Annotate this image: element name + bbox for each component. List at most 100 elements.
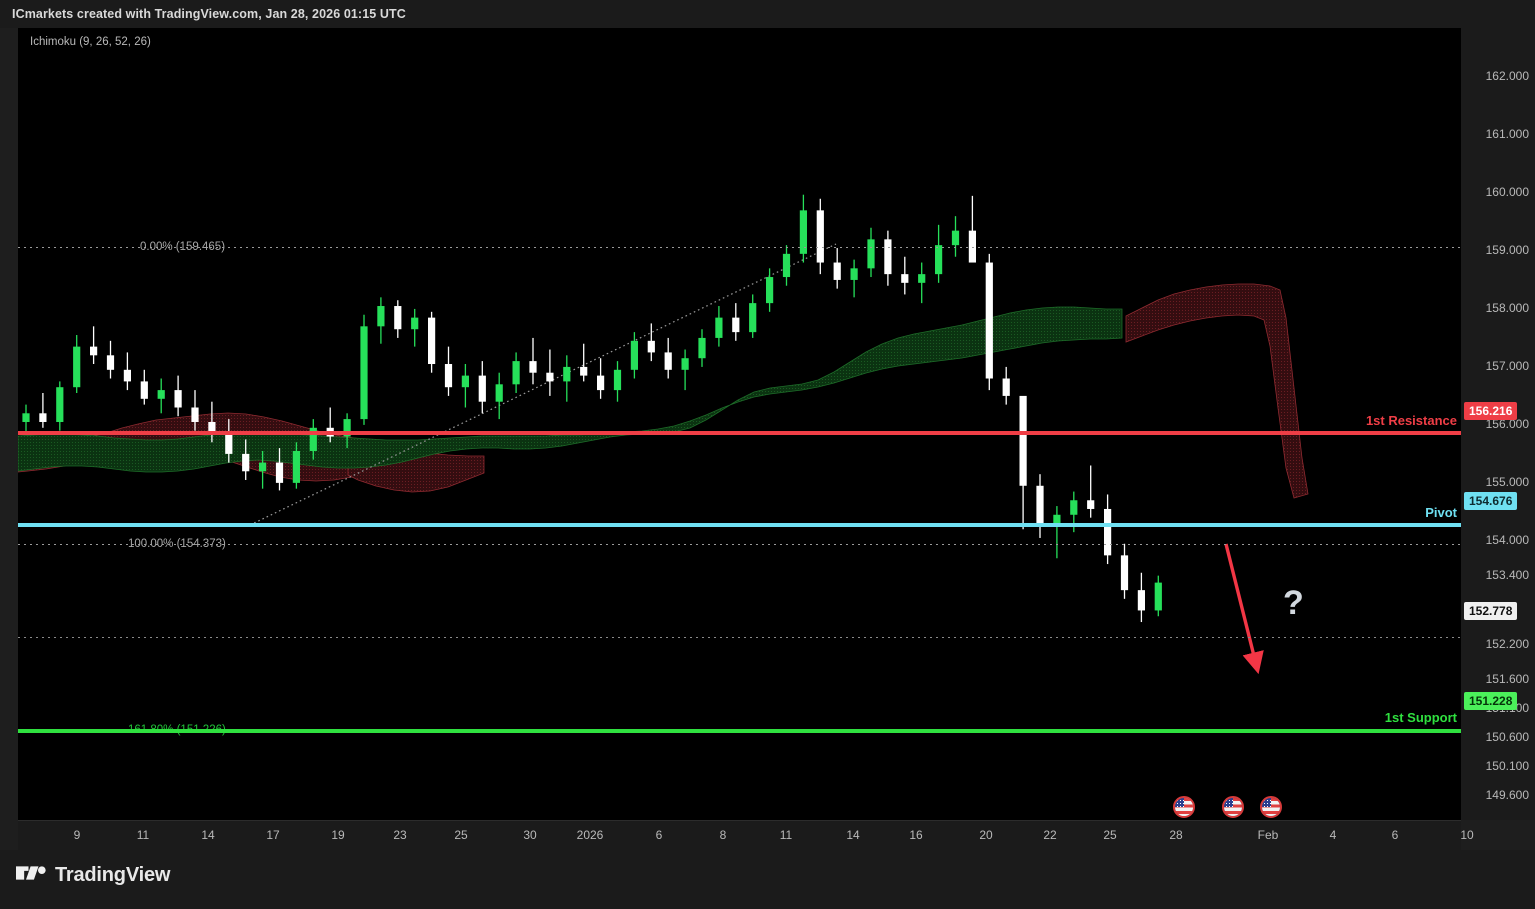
price-tick: 160.000 bbox=[1485, 184, 1529, 199]
candle-body[interactable] bbox=[377, 306, 385, 327]
candle-body[interactable] bbox=[546, 372, 554, 382]
candle-body[interactable] bbox=[140, 381, 148, 399]
tradingview-brand[interactable]: TradingView bbox=[16, 864, 170, 887]
candle-body[interactable] bbox=[884, 239, 892, 275]
candle-body[interactable] bbox=[985, 262, 993, 379]
candle-body[interactable] bbox=[597, 375, 605, 391]
candle-body[interactable] bbox=[495, 384, 503, 402]
candle-body[interactable] bbox=[1053, 514, 1061, 527]
candle-body[interactable] bbox=[867, 239, 875, 269]
candle-body[interactable] bbox=[1019, 395, 1027, 486]
candle-body[interactable] bbox=[309, 427, 317, 451]
candle-body[interactable] bbox=[1070, 500, 1078, 515]
time-tick: 6 bbox=[1391, 828, 1399, 842]
candle-body[interactable] bbox=[1087, 500, 1095, 509]
candle-body[interactable] bbox=[292, 450, 300, 483]
tradingview-wordmark: TradingView bbox=[55, 864, 171, 886]
down-arrow-annotation[interactable] bbox=[1224, 543, 1264, 675]
time-tick: 4 bbox=[1329, 828, 1337, 842]
fib-line-100 bbox=[18, 544, 1461, 545]
candle-body[interactable] bbox=[174, 390, 182, 408]
candle-body[interactable] bbox=[698, 337, 706, 359]
candle-body[interactable] bbox=[428, 317, 436, 365]
candle-body[interactable] bbox=[715, 317, 723, 338]
candle-body[interactable] bbox=[580, 366, 588, 376]
price-plot[interactable] bbox=[18, 28, 1461, 820]
time-tick: 30 bbox=[523, 828, 537, 842]
price-tick: 152.200 bbox=[1485, 637, 1529, 652]
candle-body[interactable] bbox=[749, 303, 757, 333]
candle-body[interactable] bbox=[1036, 485, 1044, 527]
candle-body[interactable] bbox=[73, 346, 81, 388]
resistance-label: 1st Resistance bbox=[1365, 413, 1457, 428]
candle-body[interactable] bbox=[647, 340, 655, 353]
candle-body[interactable] bbox=[681, 358, 689, 370]
question-mark-annotation: ? bbox=[1283, 584, 1304, 622]
candle-body[interactable] bbox=[799, 210, 807, 254]
us-economic-event-marker-2[interactable] bbox=[1222, 796, 1244, 818]
candle-body[interactable] bbox=[1104, 508, 1112, 556]
pivot-line[interactable] bbox=[18, 523, 1461, 527]
time-tick: 22 bbox=[1043, 828, 1057, 842]
price-badge[interactable]: 151.228 bbox=[1464, 691, 1518, 710]
candle-body[interactable] bbox=[123, 369, 131, 382]
time-tick: Feb bbox=[1257, 828, 1279, 842]
candle-body[interactable] bbox=[411, 317, 419, 330]
candle-body[interactable] bbox=[191, 407, 199, 422]
candle-body[interactable] bbox=[732, 317, 740, 333]
candlestick-series[interactable] bbox=[22, 194, 1162, 623]
candle-body[interactable] bbox=[259, 462, 267, 472]
candle-body[interactable] bbox=[664, 352, 672, 370]
candle-body[interactable] bbox=[833, 262, 841, 280]
candle-body[interactable] bbox=[461, 375, 469, 388]
candle-body[interactable] bbox=[225, 433, 233, 454]
time-tick: 14 bbox=[846, 828, 860, 842]
indicator-legend[interactable]: Ichimoku (9, 26, 52, 26) bbox=[30, 36, 151, 48]
candle-body[interactable] bbox=[563, 366, 571, 382]
price-axis[interactable]: 162.000 161.000 160.000 159.000 158.000 157.0… bbox=[1461, 28, 1535, 820]
chart-canvas[interactable]: Ichimoku (9, 26, 52, 26) 0.00% (159.465)… bbox=[18, 28, 1461, 820]
price-badge[interactable]: 156.216 bbox=[1464, 402, 1518, 421]
candle-body[interactable] bbox=[394, 306, 402, 330]
candle-body[interactable] bbox=[1137, 590, 1145, 611]
candle-body[interactable] bbox=[630, 340, 638, 370]
candle-body[interactable] bbox=[444, 364, 453, 388]
price-tick: 157.000 bbox=[1485, 358, 1529, 373]
candle-body[interactable] bbox=[22, 413, 30, 422]
candle-body[interactable] bbox=[343, 419, 351, 437]
candle-body[interactable] bbox=[39, 413, 47, 422]
candle-body[interactable] bbox=[478, 375, 486, 402]
candle-body[interactable] bbox=[968, 230, 976, 263]
candle-body[interactable] bbox=[850, 268, 858, 280]
candle-body[interactable] bbox=[275, 462, 284, 483]
candle-body[interactable] bbox=[951, 230, 960, 246]
candle-body[interactable] bbox=[512, 361, 520, 385]
candle-body[interactable] bbox=[208, 421, 216, 434]
candle-body[interactable] bbox=[242, 453, 250, 472]
candle-body[interactable] bbox=[56, 387, 64, 422]
candle-body[interactable] bbox=[816, 210, 824, 263]
candle-body[interactable] bbox=[901, 274, 909, 283]
fib-label-100: 100.00% (154.373) bbox=[128, 538, 226, 550]
support-line[interactable] bbox=[18, 729, 1461, 733]
candle-body[interactable] bbox=[1120, 555, 1129, 591]
candle-body[interactable] bbox=[360, 326, 368, 420]
candle-body[interactable] bbox=[935, 245, 943, 275]
candle-body[interactable] bbox=[1002, 378, 1010, 396]
candle-body[interactable] bbox=[918, 274, 926, 283]
us-economic-event-marker-1[interactable] bbox=[1173, 796, 1195, 818]
candle-body[interactable] bbox=[782, 253, 791, 278]
candle-body[interactable] bbox=[90, 346, 98, 356]
time-axis[interactable]: 9 11 14 17 19 23 25 30 2026 6 8 11 14 16 20 22 25 28 Feb 4 6… bbox=[18, 820, 1474, 850]
resistance-line[interactable] bbox=[18, 431, 1461, 435]
candle-body[interactable] bbox=[613, 369, 622, 391]
candle-body[interactable] bbox=[766, 277, 774, 304]
candle-body[interactable] bbox=[106, 355, 115, 370]
trendline[interactable] bbox=[249, 243, 837, 526]
candle-body[interactable] bbox=[529, 361, 537, 373]
candle-body[interactable] bbox=[157, 390, 165, 399]
price-badge[interactable]: 154.676 bbox=[1464, 491, 1518, 510]
us-economic-event-marker-3[interactable] bbox=[1260, 796, 1282, 818]
candle-body[interactable] bbox=[1154, 582, 1162, 611]
price-badge[interactable]: 152.778 bbox=[1464, 601, 1518, 620]
